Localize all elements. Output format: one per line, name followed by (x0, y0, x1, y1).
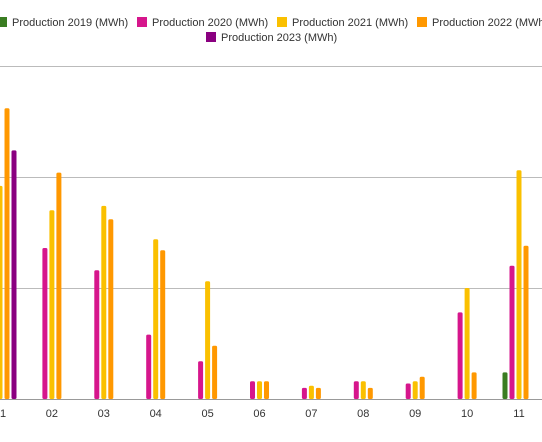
bar-11-series-2 (509, 265, 515, 399)
bar-01-series-5 (11, 150, 17, 399)
legend-label-2: Production 2020 (MWh) (152, 17, 268, 29)
x-tick-label-02: 02 (46, 408, 58, 420)
bar-04-series-4 (160, 250, 166, 399)
legend-label-1: Production 2019 (MWh) (12, 17, 128, 29)
bar-03-series-4 (108, 219, 114, 399)
bar-08-series-4 (367, 387, 373, 399)
bar-03-series-2 (94, 270, 100, 399)
bar-08-series-2 (353, 381, 359, 399)
bar-01-series-3 (0, 185, 3, 399)
legend-swatch-4 (417, 17, 427, 27)
x-tick-label-11: 11 (513, 408, 524, 420)
x-tick-label-06: 06 (253, 408, 265, 420)
legend-label-4: Production 2022 (MWh) (432, 17, 542, 29)
bar-02-series-3 (49, 210, 55, 399)
bar-08-series-3 (360, 381, 366, 399)
x-tick-label-07: 07 (305, 408, 317, 420)
bar-10-series-3 (464, 288, 470, 399)
x-tick-label-01: 01 (0, 408, 6, 420)
bar-07-series-3 (308, 385, 314, 399)
bar-03-series-3 (101, 205, 107, 399)
bar-09-series-2 (405, 383, 411, 399)
bar-10-series-2 (457, 312, 463, 399)
bar-11-series-3 (516, 170, 522, 399)
bar-11-series-4 (523, 245, 529, 399)
gridlines (0, 66, 542, 289)
x-tick-labels: 01 02 03 04 05 06 07 08 09 10 11 (0, 408, 525, 420)
bar-05-series-3 (205, 281, 211, 399)
bar-10-series-4 (471, 372, 477, 399)
x-tick-label-09: 09 (409, 408, 421, 420)
bar-07-series-4 (315, 387, 321, 399)
bar-05-series-2 (198, 361, 204, 399)
bar-02-series-2 (42, 248, 48, 399)
bar-06-series-3 (257, 381, 262, 399)
x-tick-label-10: 10 (461, 408, 473, 420)
legend-label-5: Production 2023 (MWh) (221, 32, 337, 44)
x-tick-label-04: 04 (150, 408, 162, 420)
bar-09-series-3 (412, 381, 418, 399)
legend: Production 2019 (MWh) Production 2020 (MW… (0, 17, 542, 44)
x-tick-label-08: 08 (357, 408, 369, 420)
x-tick-label-03: 03 (98, 408, 110, 420)
bar-04-series-2 (146, 334, 152, 399)
bar-07-series-2 (301, 387, 307, 399)
legend-swatch-1 (0, 17, 7, 27)
bar-06-series-2 (250, 381, 255, 399)
legend-swatch-2 (137, 17, 147, 27)
bar-09-series-4 (419, 376, 425, 399)
bar-05-series-4 (212, 345, 218, 399)
x-tick-label-05: 05 (201, 408, 213, 420)
bar-01-series-4 (4, 108, 10, 399)
bar-04-series-3 (153, 239, 159, 399)
bars (0, 108, 529, 399)
legend-swatch-5 (206, 32, 216, 42)
bar-11-series-1 (502, 372, 508, 399)
bar-06-series-4 (264, 381, 269, 399)
bar-02-series-4 (56, 172, 62, 399)
legend-swatch-3 (277, 17, 287, 27)
legend-label-3: Production 2021 (MWh) (292, 17, 408, 29)
